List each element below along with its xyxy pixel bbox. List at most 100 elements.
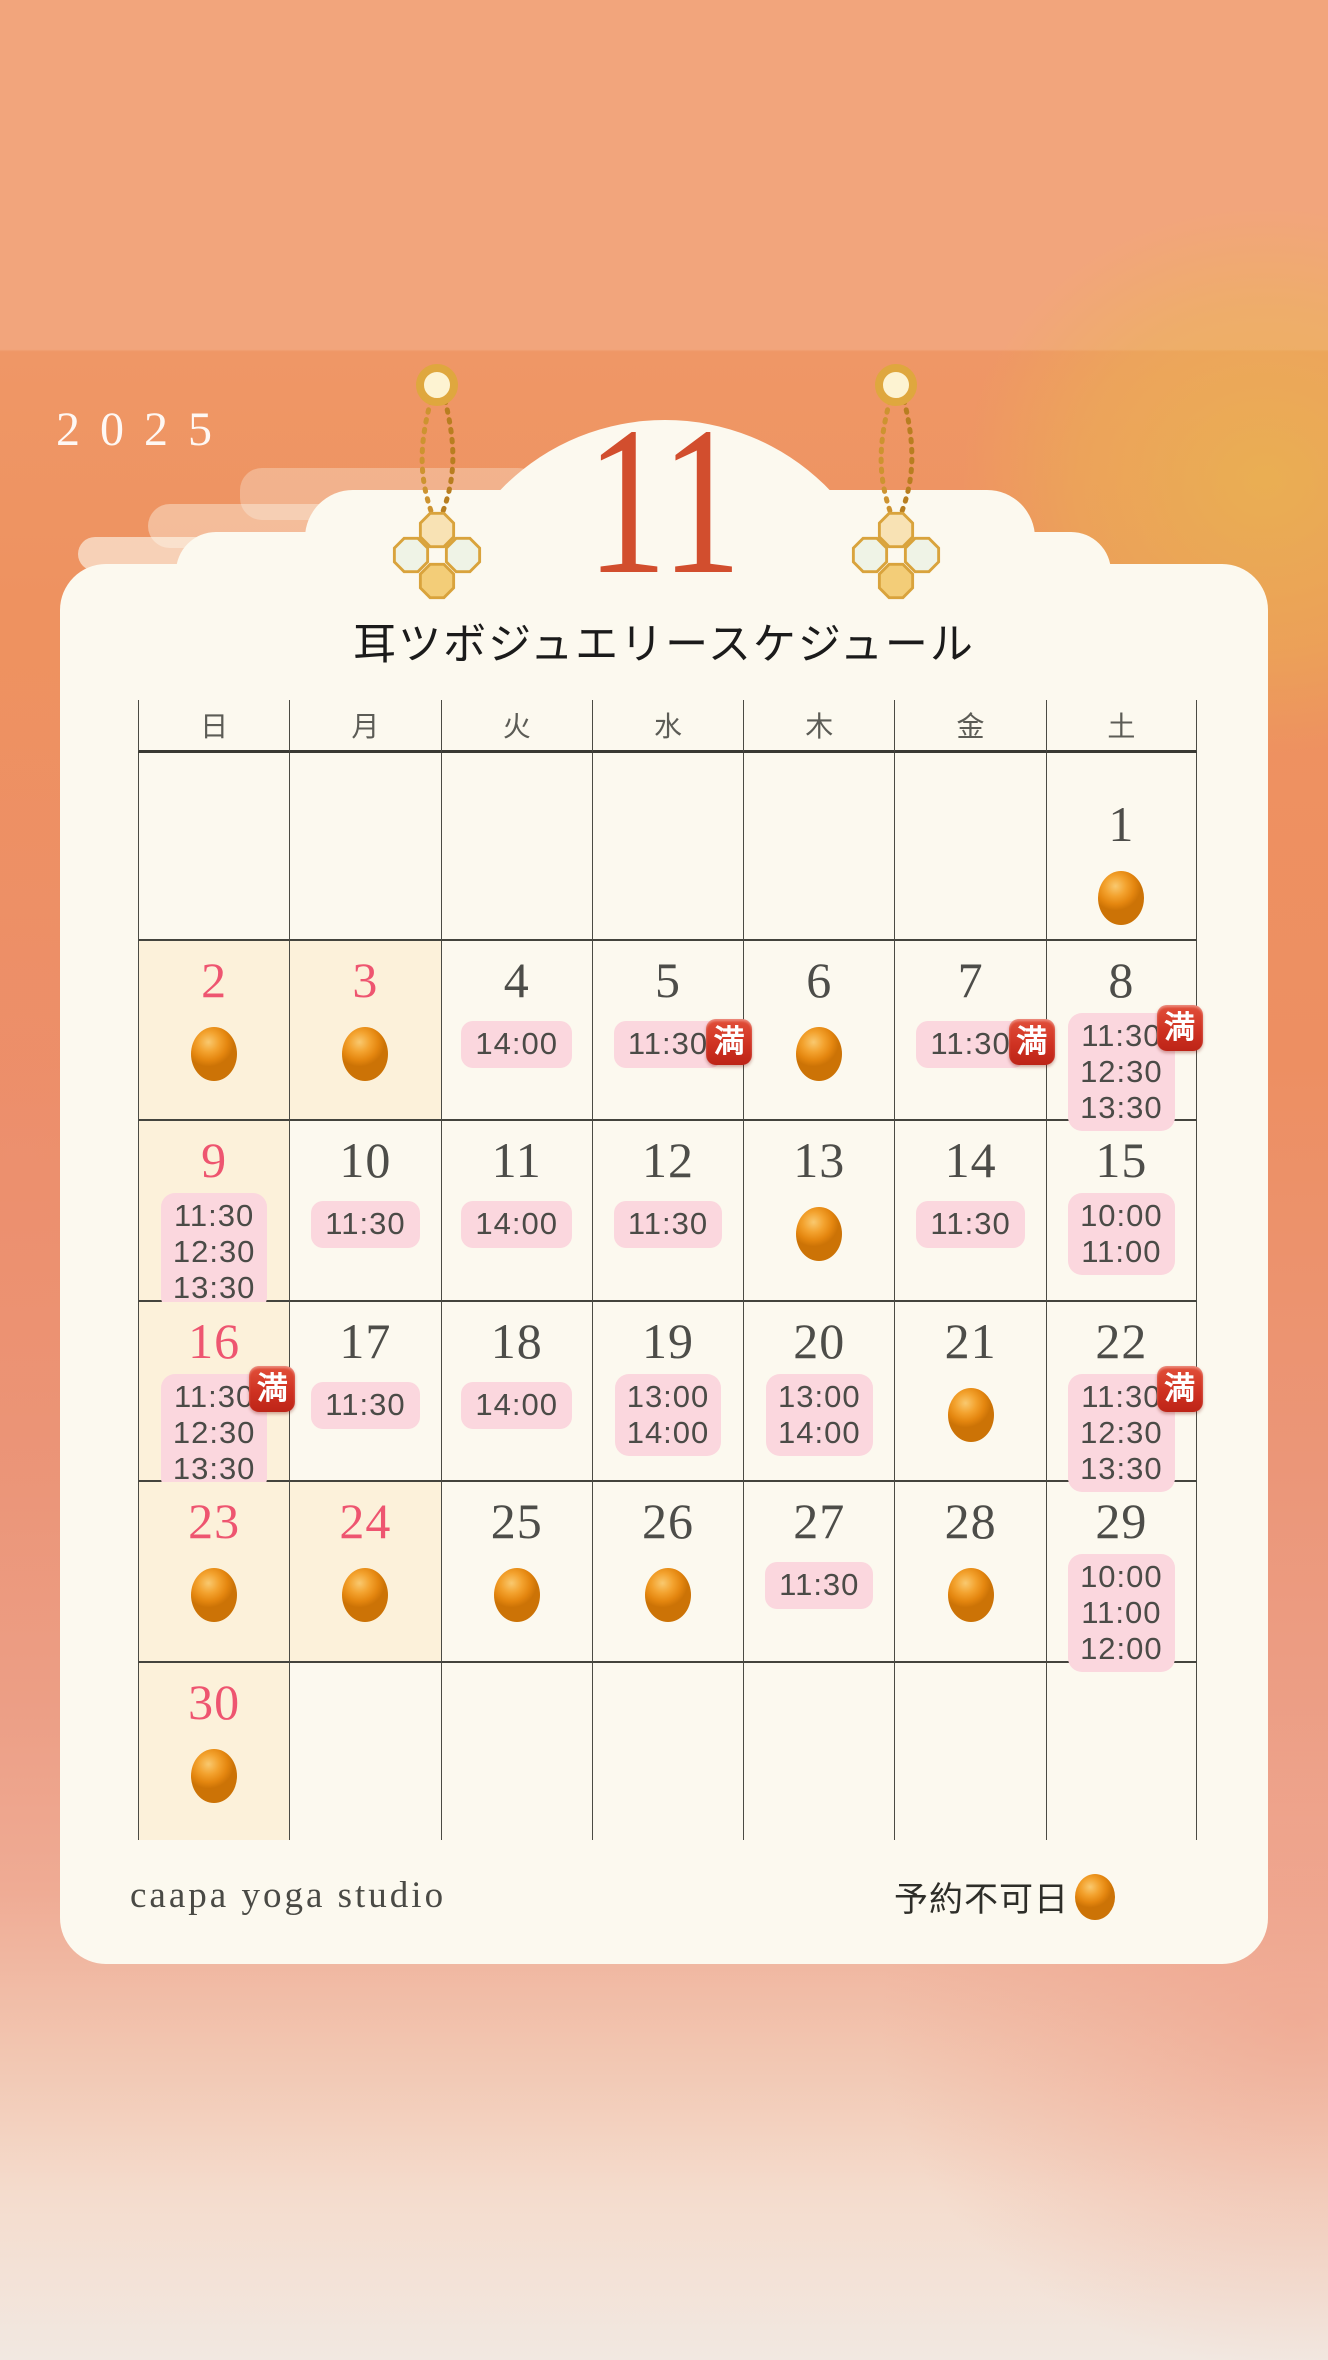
day-number: 18 bbox=[490, 1312, 543, 1369]
unavailable-marker-icon bbox=[947, 1568, 994, 1623]
day-number: 16 bbox=[188, 1312, 241, 1369]
day-cell-6: 6 bbox=[743, 941, 895, 1122]
day-cell-24: 24 bbox=[289, 1482, 441, 1663]
day-cell-4: 4 14:00 bbox=[440, 941, 592, 1122]
legend: 予約不可日 bbox=[894, 1872, 1115, 1921]
time-slot: 14:00 bbox=[626, 1414, 710, 1450]
time-slot: 12:30 bbox=[1080, 1054, 1163, 1089]
weekday-label: 火 bbox=[502, 712, 531, 743]
month-number: 11 bbox=[586, 383, 742, 618]
time-slot-badge-stack: 10:00 11:00 12:00 bbox=[1068, 1554, 1175, 1673]
day-cell-28: 28 bbox=[894, 1482, 1046, 1663]
weekday-label: 木 bbox=[805, 712, 834, 743]
unavailable-marker-icon bbox=[1098, 871, 1145, 925]
time-slot-badge: 11:30 bbox=[916, 1201, 1025, 1249]
time-slots: 13:00 14:00 bbox=[765, 1373, 873, 1456]
time-slot: 10:00 bbox=[1080, 1198, 1163, 1234]
time-slots: 11:30 12:30 13:30 満 bbox=[1068, 1365, 1203, 1492]
time-slot-badge: 11:30 bbox=[765, 1562, 874, 1609]
time-slot: 13:30 bbox=[172, 1270, 256, 1306]
full-badge: 満 bbox=[1156, 1365, 1203, 1412]
time-slots: 14:00 bbox=[461, 1021, 572, 1068]
time-slot: 13:30 bbox=[1080, 1450, 1163, 1486]
time-slots: 11:30 12:30 13:30 満 bbox=[160, 1365, 296, 1492]
legend-label: 予約不可日 bbox=[894, 1882, 1069, 1919]
day-number: 27 bbox=[793, 1493, 846, 1550]
day-number: 28 bbox=[944, 1493, 997, 1550]
time-slot: 11:30 bbox=[1081, 1018, 1162, 1053]
day-cell-16: 16 11:30 12:30 13:30 満 bbox=[138, 1301, 296, 1492]
day-number: 1 bbox=[1108, 796, 1135, 852]
day-cell-empty bbox=[743, 1662, 894, 1840]
day-number: 2 bbox=[201, 952, 228, 1008]
day-number: 10 bbox=[339, 1132, 392, 1189]
time-slot-badge: 11:30 bbox=[916, 1021, 1025, 1068]
day-number: 29 bbox=[1095, 1493, 1148, 1550]
day-cell-18: 18 14:00 bbox=[440, 1301, 592, 1483]
studio-name: caapa yoga studio bbox=[130, 1875, 447, 1916]
time-slots: 11:30 bbox=[311, 1201, 420, 1249]
weekday-label: 水 bbox=[653, 712, 682, 743]
full-badge: 満 bbox=[1008, 1019, 1055, 1065]
day-cell-9: 9 11:30 12:30 13:30 bbox=[138, 1121, 290, 1312]
time-slot-badge: 11:30 bbox=[613, 1201, 723, 1249]
time-slot: 11:30 bbox=[173, 1378, 255, 1414]
calendar-grid: 日月火水木金土 1 2 3 4 14:00 5 11:30 満 6 7 11:30 満 8 11:30 12:… bbox=[138, 700, 1203, 1840]
time-slots: 11:30 bbox=[765, 1562, 874, 1609]
time-slot-badge: 11:30 bbox=[311, 1381, 420, 1429]
day-number: 4 bbox=[503, 952, 530, 1008]
day-cell-26: 26 bbox=[591, 1482, 744, 1663]
day-cell-30: 30 bbox=[138, 1662, 290, 1840]
day-number: 22 bbox=[1095, 1312, 1148, 1369]
weekday-header-1: 月 bbox=[289, 700, 441, 753]
full-badge: 満 bbox=[249, 1365, 296, 1412]
day-number: 13 bbox=[793, 1132, 846, 1189]
day-number: 12 bbox=[641, 1132, 694, 1189]
time-slot: 14:00 bbox=[777, 1414, 861, 1450]
day-number: 14 bbox=[944, 1132, 997, 1189]
day-number: 19 bbox=[641, 1312, 694, 1369]
full-badge: 満 bbox=[1156, 1005, 1203, 1051]
time-slot-badge: 11:30 bbox=[311, 1201, 420, 1249]
day-cell-15: 15 10:00 11:00 bbox=[1045, 1121, 1197, 1302]
day-cell-3: 3 bbox=[289, 941, 441, 1122]
time-slot: 11:30 bbox=[173, 1198, 255, 1234]
day-number: 5 bbox=[654, 952, 681, 1008]
unavailable-marker-icon bbox=[191, 1748, 238, 1803]
day-cell-empty bbox=[591, 1662, 743, 1840]
day-number: 11 bbox=[491, 1132, 542, 1189]
earring-jewelry-icon bbox=[392, 364, 482, 600]
time-slots: 11:30 12:30 13:30 bbox=[160, 1193, 268, 1312]
day-cell-12: 12 11:30 bbox=[591, 1121, 744, 1302]
time-slot-badge: 14:00 bbox=[461, 1381, 572, 1429]
day-number: 21 bbox=[944, 1312, 997, 1369]
time-slots: 10:00 11:00 bbox=[1068, 1193, 1175, 1276]
day-cell-empty bbox=[289, 753, 441, 941]
weekday-header-3: 水 bbox=[591, 700, 744, 753]
unavailable-marker-icon bbox=[342, 1568, 389, 1623]
day-number: 8 bbox=[1108, 952, 1135, 1008]
day-number: 24 bbox=[339, 1493, 392, 1550]
weekday-header-0: 日 bbox=[138, 700, 290, 753]
day-cell-29: 29 10:00 11:00 12:00 bbox=[1045, 1482, 1197, 1673]
time-slot: 11:30 bbox=[1081, 1378, 1162, 1414]
time-slot: 13:30 bbox=[1080, 1090, 1163, 1125]
time-slot: 12:30 bbox=[172, 1414, 256, 1450]
time-slot: 11:00 bbox=[1081, 1595, 1162, 1631]
day-cell-empty bbox=[440, 1662, 592, 1840]
unavailable-marker-icon bbox=[191, 1027, 238, 1081]
day-cell-empty bbox=[894, 753, 1046, 941]
time-slot: 13:00 bbox=[777, 1378, 861, 1414]
time-slot-badge-stack: 11:30 12:30 13:30 bbox=[1068, 1013, 1175, 1131]
day-number: 25 bbox=[490, 1493, 543, 1550]
day-cell-23: 23 bbox=[138, 1482, 290, 1663]
day-cell-20: 20 13:00 14:00 bbox=[743, 1301, 895, 1483]
day-cell-27: 27 11:30 bbox=[743, 1482, 895, 1663]
weekday-header-6: 土 bbox=[1045, 700, 1197, 753]
day-number: 3 bbox=[352, 952, 379, 1008]
day-cell-7: 7 11:30 満 bbox=[894, 941, 1055, 1122]
day-cell-13: 13 bbox=[743, 1121, 895, 1302]
day-cell-22: 22 11:30 12:30 13:30 満 bbox=[1045, 1301, 1203, 1492]
weekday-label: 金 bbox=[956, 712, 985, 743]
